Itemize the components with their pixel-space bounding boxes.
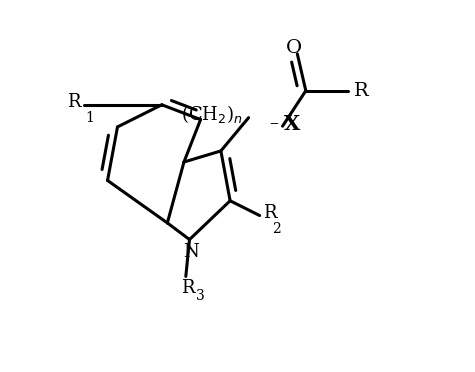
Text: O: O: [285, 39, 302, 57]
Text: 2: 2: [272, 222, 281, 236]
Text: (CH$_2$)$_n$: (CH$_2$)$_n$: [181, 103, 242, 125]
Text: 3: 3: [196, 289, 205, 304]
Text: R: R: [354, 82, 369, 100]
Text: X: X: [284, 114, 300, 134]
Text: 1: 1: [85, 112, 94, 125]
Text: N: N: [183, 243, 199, 261]
Text: R: R: [181, 279, 194, 297]
Text: –: –: [269, 114, 278, 132]
Text: R: R: [67, 93, 81, 111]
Text: R: R: [263, 203, 277, 222]
